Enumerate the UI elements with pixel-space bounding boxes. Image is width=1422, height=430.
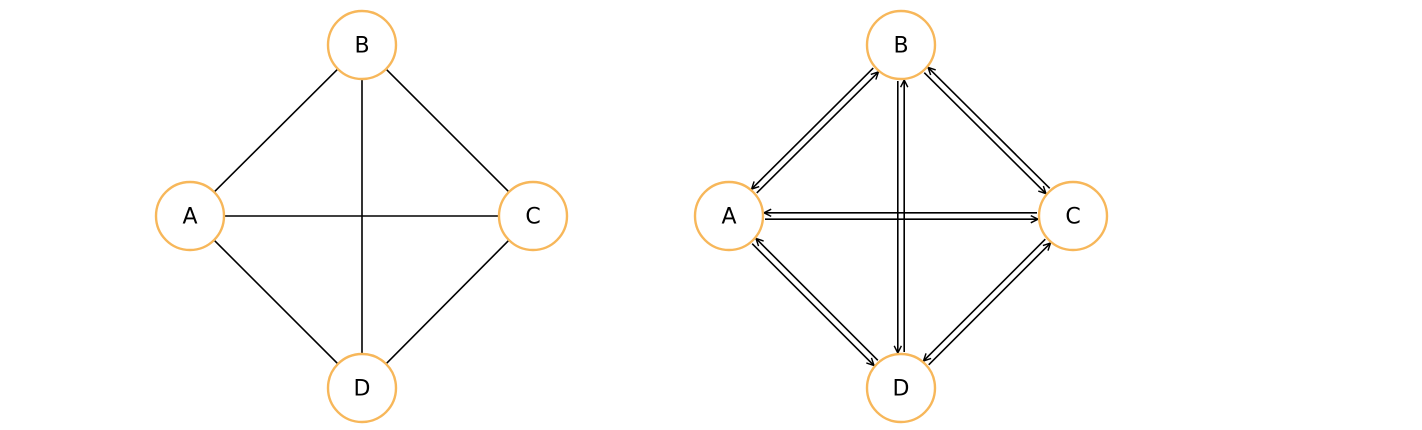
arrow-C-D — [923, 238, 1046, 361]
arrow-A-D — [751, 243, 874, 366]
node-circle — [865, 9, 937, 81]
node-A[interactable]: A — [154, 180, 226, 252]
node-C[interactable]: C — [497, 180, 569, 252]
edge-A-D — [213, 239, 339, 365]
node-A[interactable]: A — [693, 180, 765, 252]
node-circle — [693, 180, 765, 252]
undirected-graph: A B C D — [154, 9, 569, 424]
arrow-D-C — [928, 243, 1051, 366]
node-circle — [326, 352, 398, 424]
node-circle — [497, 180, 569, 252]
node-label: B — [893, 34, 908, 59]
node-label: C — [525, 205, 540, 230]
node-label: A — [721, 205, 736, 230]
node-label: D — [354, 377, 371, 402]
edge-C-D — [385, 239, 510, 365]
node-label: A — [182, 205, 197, 230]
edge-A-B — [213, 68, 339, 193]
node-circle — [1037, 180, 1109, 252]
arrow-B-C — [923, 72, 1046, 194]
edge-B-C — [385, 68, 510, 193]
node-circle — [865, 352, 937, 424]
bidirected-graph: A B C D — [693, 9, 1109, 424]
arrow-B-A — [752, 67, 874, 189]
node-D[interactable]: D — [865, 352, 937, 424]
node-D[interactable]: D — [326, 352, 398, 424]
arrow-C-B — [928, 67, 1051, 189]
node-circle — [154, 180, 226, 252]
node-B[interactable]: B — [865, 9, 937, 81]
node-C[interactable]: C — [1037, 180, 1109, 252]
node-B[interactable]: B — [326, 9, 398, 81]
node-label: D — [893, 377, 910, 402]
node-circle — [326, 9, 398, 81]
arrow-D-A — [756, 238, 879, 361]
arrow-A-B — [756, 72, 879, 194]
node-label: B — [354, 34, 369, 59]
node-label: C — [1065, 205, 1080, 230]
